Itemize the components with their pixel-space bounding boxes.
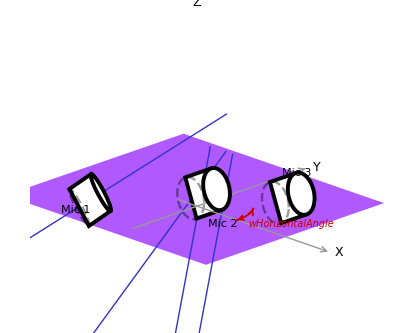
- Polygon shape: [90, 174, 111, 211]
- Polygon shape: [270, 173, 307, 223]
- Polygon shape: [203, 168, 230, 210]
- Polygon shape: [288, 173, 314, 215]
- Text: Y: Y: [313, 161, 320, 174]
- Text: Z: Z: [193, 0, 201, 9]
- Polygon shape: [185, 168, 222, 218]
- Text: Mic 3: Mic 3: [282, 168, 311, 178]
- Text: X: X: [335, 246, 344, 259]
- Text: Mic 1: Mic 1: [61, 205, 90, 215]
- Polygon shape: [69, 174, 111, 226]
- Text: Mic 2: Mic 2: [208, 219, 237, 229]
- Polygon shape: [5, 134, 384, 265]
- Text: wHorizontalAngle: wHorizontalAngle: [249, 219, 334, 229]
